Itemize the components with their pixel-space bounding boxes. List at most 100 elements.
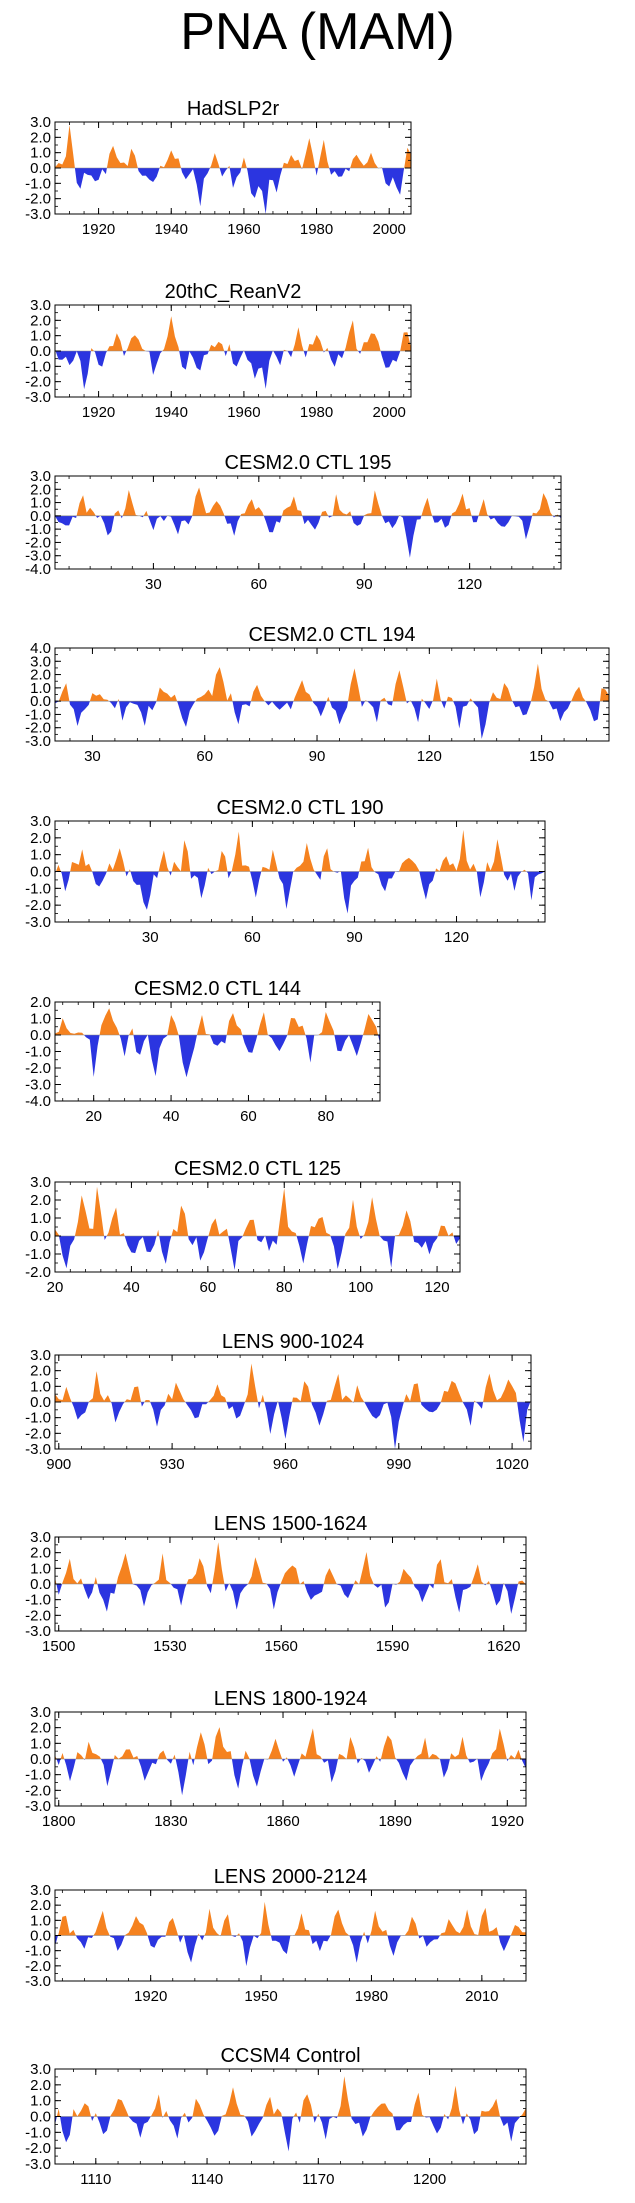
panel-title: 20thC_ReanV2 — [165, 281, 302, 303]
positive-area — [55, 663, 609, 702]
negative-area — [55, 515, 561, 558]
y-tick-label: 2.0 — [30, 1363, 51, 1380]
x-tick-label: 1560 — [265, 1638, 298, 1655]
y-tick-label: 1.0 — [30, 1378, 51, 1395]
y-tick-label: -2.0 — [25, 897, 51, 914]
x-tick-label: 1950 — [244, 1988, 277, 2005]
x-tick-label: 1200 — [413, 2171, 446, 2188]
y-tick-label: 3.0 — [30, 297, 51, 314]
y-tick-label: -1.0 — [25, 880, 51, 897]
x-tick-label: 120 — [444, 929, 469, 946]
y-tick-label: -3.0 — [25, 389, 51, 406]
panel-title: CESM2.0 CTL 194 — [248, 624, 415, 646]
plot-frame — [54, 475, 562, 570]
x-tick-label: 60 — [199, 1279, 216, 1296]
y-tick-label: -3.0 — [25, 733, 51, 750]
y-tick-label: 2.0 — [30, 312, 51, 329]
x-tick-label: 1170 — [302, 2171, 334, 2188]
y-tick-label: -3.0 — [25, 1441, 51, 1458]
y-tick-label: 0.0 — [30, 1576, 51, 1593]
y-tick-label: -1.0 — [25, 2124, 51, 2141]
x-tick-label: 90 — [356, 576, 373, 593]
x-tick-label: 1830 — [154, 1813, 187, 1830]
x-tick-label: 900 — [46, 1456, 71, 1473]
x-tick-label: 90 — [309, 748, 326, 765]
y-tick-label: -3.0 — [25, 206, 51, 223]
y-tick-label: 2.0 — [30, 1720, 51, 1737]
positive-area — [55, 487, 561, 516]
panel-title: LENS 2000-2124 — [214, 1866, 367, 1888]
y-tick-label: 2.0 — [30, 830, 51, 847]
chart-panel-1: HadSLP2r 3.02.01.00.0-1.0-2.0-3.0 1920 1940… — [25, 98, 412, 238]
positive-area — [55, 2076, 526, 2117]
x-tick-label: 60 — [250, 576, 267, 593]
x-tick-label: 1620 — [487, 1638, 520, 1655]
negative-area — [55, 1236, 460, 1270]
y-tick-label: 0.0 — [30, 1928, 51, 1945]
y-tick-label: 2.0 — [30, 994, 51, 1011]
chart-panel-6: CESM2.0 CTL 144 2.01.00.0-1.0-2.0-3.0-4.0… — [25, 978, 381, 1125]
y-tick-label: 4.0 — [30, 640, 51, 657]
y-tick-label: 2.0 — [30, 1545, 51, 1562]
x-tick-label: 120 — [425, 1279, 450, 1296]
y-tick-label: 1.0 — [30, 1011, 51, 1028]
y-tick-label: -2.0 — [25, 534, 51, 551]
x-tick-label: 2000 — [373, 404, 406, 421]
x-tick-label: 60 — [196, 748, 213, 765]
y-tick-label: -4.0 — [25, 1093, 51, 1110]
x-tick-label: 40 — [123, 1279, 140, 1296]
positive-area — [55, 829, 545, 872]
y-tick-label: -2.0 — [25, 1264, 51, 1281]
chart-panel-7: CESM2.0 CTL 125 3.02.01.00.0-1.0-2.020 40 6… — [25, 1158, 461, 1296]
y-tick-label: 3.0 — [30, 2061, 51, 2078]
y-tick-label: 2.0 — [30, 481, 51, 498]
y-tick-label: -3.0 — [25, 914, 51, 931]
y-tick-label: 0.0 — [30, 1228, 51, 1245]
x-tick-label: 1920 — [82, 404, 115, 421]
y-tick-label: 0.0 — [30, 2109, 51, 2126]
y-tick-label: 0.0 — [30, 864, 51, 881]
x-tick-label: 80 — [317, 1108, 334, 1125]
panel-title: CESM2.0 CTL 144 — [134, 978, 301, 1000]
y-tick-label: 3.0 — [30, 1882, 51, 1899]
x-tick-label: 30 — [142, 929, 159, 946]
y-tick-label: 1.0 — [30, 680, 51, 697]
y-tick-label: 3.0 — [30, 1704, 51, 1721]
negative-area — [55, 1402, 531, 1449]
y-tick-label: -2.0 — [25, 1060, 51, 1077]
x-tick-label: 120 — [417, 748, 442, 765]
positive-area — [55, 1008, 380, 1035]
negative-area — [55, 701, 609, 739]
y-tick-label: -2.0 — [25, 1607, 51, 1624]
y-tick-label: 1.0 — [30, 1735, 51, 1752]
chart-panel-8: LENS 900-1024 3.02.01.00.0-1.0-2.0-3.0900… — [25, 1331, 532, 1473]
y-tick-label: -1.0 — [25, 1246, 51, 1263]
panel-title: CESM2.0 CTL 125 — [174, 1158, 341, 1180]
y-tick-label: 0.0 — [30, 693, 51, 710]
x-tick-label: 1500 — [42, 1638, 75, 1655]
x-tick-label: 60 — [244, 929, 261, 946]
chart-panel-4: CESM2.0 CTL 194 4.03.02.01.00.0-1.0-2.0-3… — [25, 624, 610, 765]
x-tick-label: 1020 — [495, 1456, 528, 1473]
x-tick-label: 1920 — [134, 1988, 167, 2005]
chart-panel-3: CESM2.0 CTL 195 3.02.01.00.0-1.0-2.0-3.0-… — [25, 452, 562, 593]
y-tick-label: -2.0 — [25, 1958, 51, 1975]
y-tick-label: -3.0 — [25, 1973, 51, 1990]
y-tick-label: -1.0 — [25, 175, 51, 192]
y-tick-label: 0.0 — [30, 508, 51, 525]
y-tick-label: -1.0 — [25, 1044, 51, 1061]
x-tick-label: 1980 — [300, 221, 333, 238]
y-tick-label: 1.0 — [30, 1912, 51, 1929]
panel-title: LENS 1800-1924 — [214, 1688, 367, 1710]
x-tick-label: 2010 — [465, 1988, 498, 2005]
y-tick-label: 2.0 — [30, 2077, 51, 2094]
x-tick-label: 1860 — [266, 1813, 299, 1830]
x-tick-label: 90 — [346, 929, 363, 946]
y-tick-label: 3.0 — [30, 813, 51, 830]
x-tick-label: 1960 — [227, 404, 260, 421]
y-tick-label: 0.0 — [30, 1751, 51, 1768]
x-tick-label: 100 — [348, 1279, 373, 1296]
chart-panel-10: LENS 1800-19243.02.01.00.0-1.0-2.0-3.018… — [25, 1688, 527, 1830]
panel-title: CESM2.0 CTL 190 — [216, 797, 383, 819]
